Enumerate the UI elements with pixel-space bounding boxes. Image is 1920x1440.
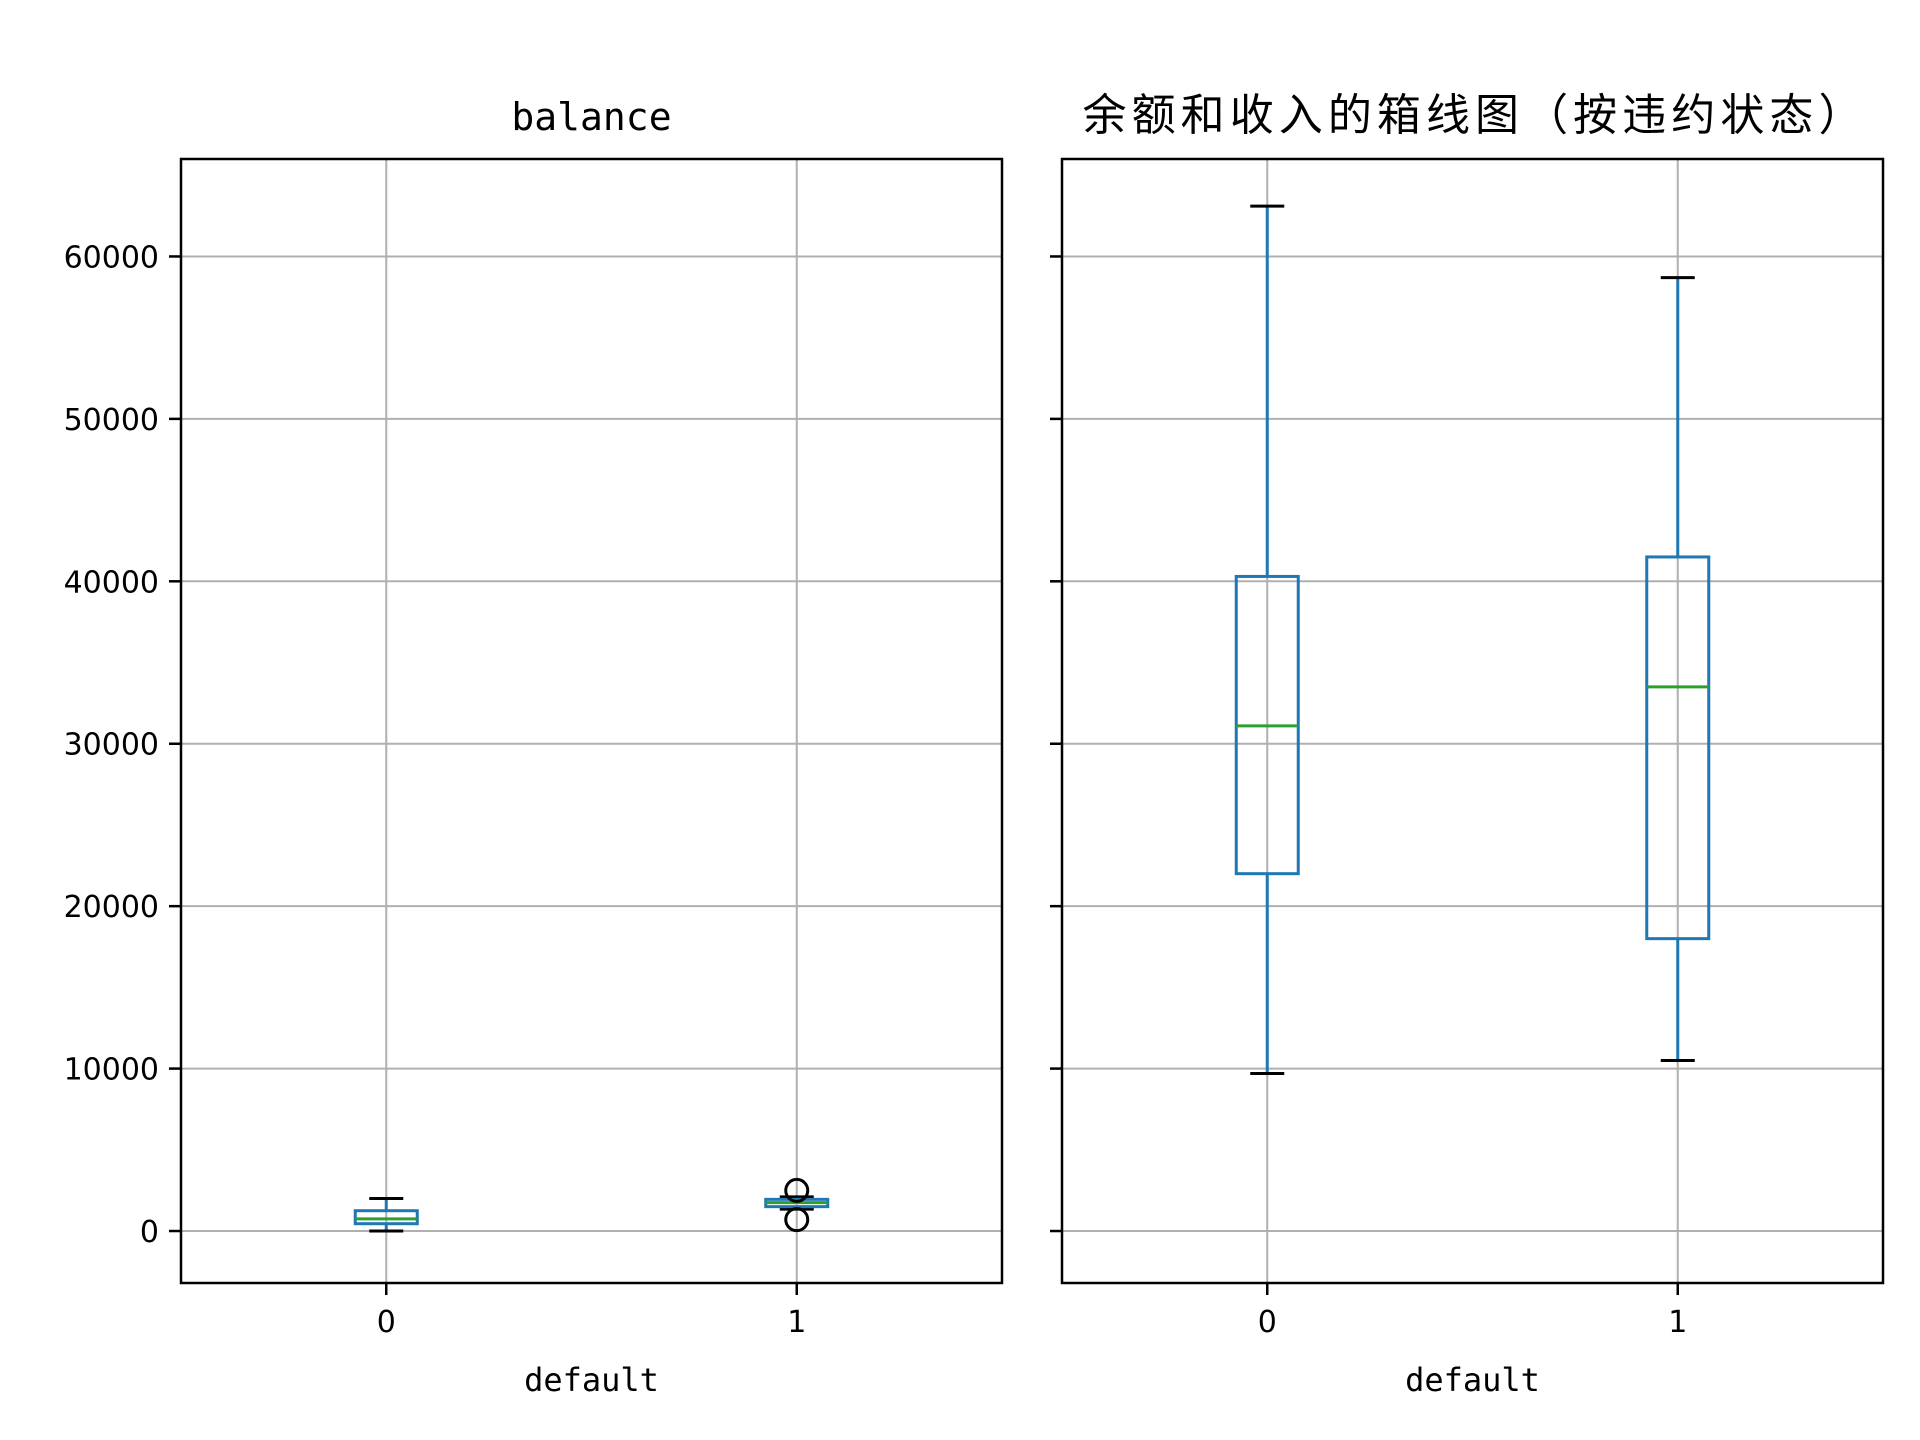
balance-income-subplot: 0 1 default 余额和收入的箱线图（按违约状态） [1050, 90, 1885, 1399]
y-tick-label: 60000 [64, 240, 159, 275]
y-tick-label: 0 [140, 1215, 159, 1250]
balance-subplot: 0 10000 20000 30000 40000 50000 60000 0 1 default… [64, 95, 1004, 1399]
x-tick-label: 1 [787, 1305, 806, 1340]
y-tick-label: 20000 [64, 890, 159, 925]
chart-title: balance [511, 95, 671, 139]
y-tick-label: 50000 [64, 403, 159, 438]
axes-frame [179, 157, 1004, 1285]
box-0 [1234, 204, 1300, 1075]
iqr-box [353, 1209, 419, 1226]
x-axis-label: default [524, 1361, 659, 1399]
x-tick-label: 0 [377, 1305, 396, 1340]
box-1 [764, 1177, 830, 1233]
box-0 [353, 1197, 419, 1233]
axes-frame [1060, 157, 1885, 1285]
iqr-box [1645, 555, 1711, 941]
outlier-point [784, 1177, 810, 1203]
y-tick-label: 30000 [64, 728, 159, 763]
x-tick-label: 1 [1668, 1305, 1687, 1340]
outlier-point [784, 1207, 810, 1233]
x-tick-label: 0 [1258, 1305, 1277, 1340]
box-1 [1645, 276, 1711, 1062]
y-tick-label: 40000 [64, 565, 159, 600]
y-tick-label: 10000 [64, 1053, 159, 1088]
x-axis-label: default [1405, 1361, 1540, 1399]
chart-title: 余额和收入的箱线图（按违约状态） [1083, 90, 1863, 141]
